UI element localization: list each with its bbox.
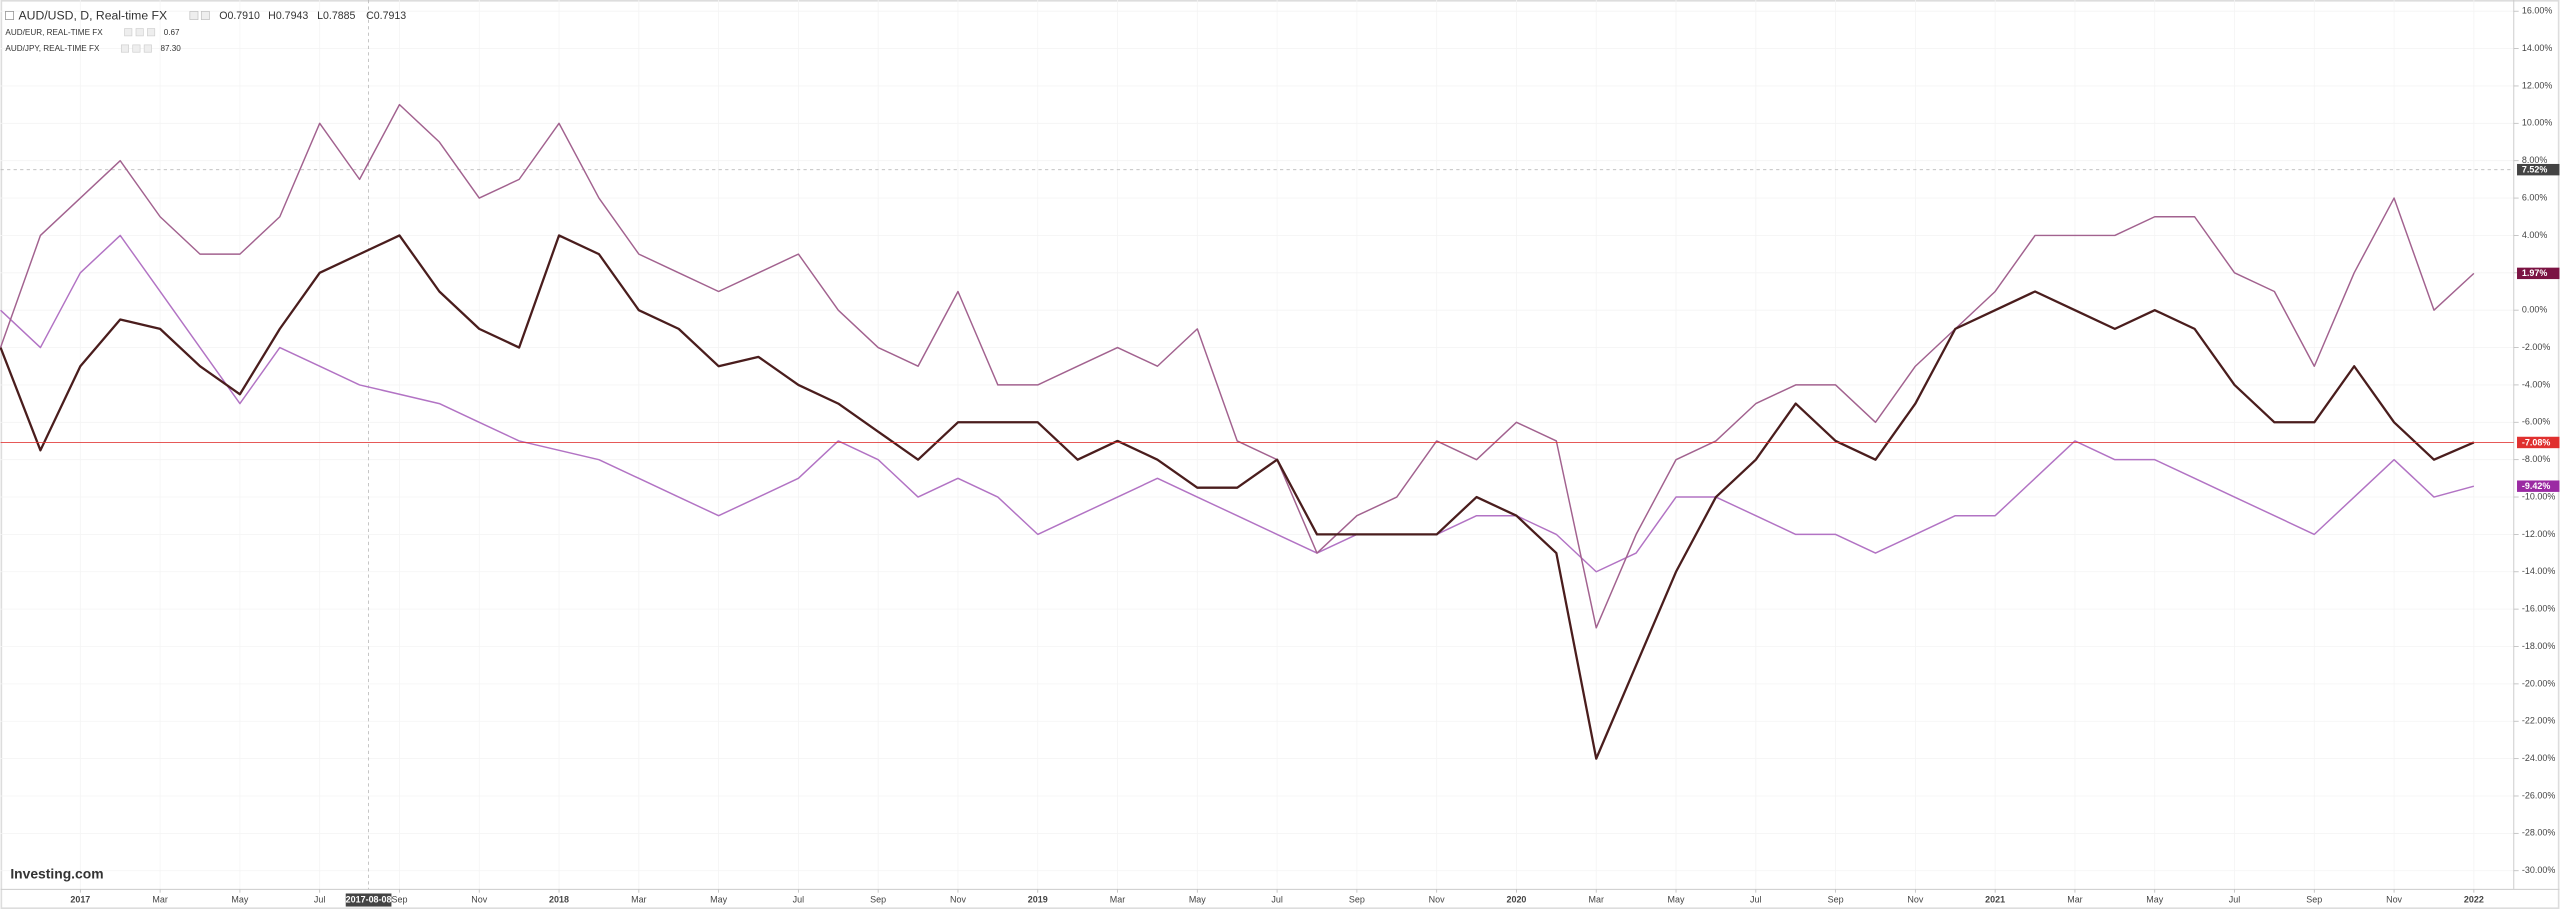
x-tick-label: Sep <box>1828 894 1844 904</box>
last-value-badge <box>2517 267 2560 280</box>
series-icon[interactable] <box>143 44 152 53</box>
x-tick-label: Jul <box>1271 894 1282 904</box>
x-tick-label: May <box>1668 894 1685 904</box>
series-icon[interactable] <box>147 28 156 37</box>
x-tick-label: Nov <box>950 894 966 904</box>
x-tick-label: Jul <box>793 894 804 904</box>
last-value-label: -7.08% <box>2522 437 2550 447</box>
x-tick-label: Mar <box>1110 894 1125 904</box>
y-tick-label: -4.00% <box>2522 379 2550 389</box>
x-tick-label: Nov <box>2386 894 2402 904</box>
y-tick-label: -14.00% <box>2522 566 2555 576</box>
crosshair-y-badge <box>2517 163 2560 176</box>
y-tick-label: -22.00% <box>2522 716 2555 726</box>
y-tick-label: 0.00% <box>2522 305 2547 315</box>
legend-series: AUD/EUR, REAL-TIME FX <box>5 28 103 37</box>
watermark: Investing.com <box>10 865 103 881</box>
series-icon[interactable] <box>124 28 133 37</box>
y-tick-label: 14.00% <box>2522 43 2552 53</box>
x-tick-label: 2017 <box>70 894 90 904</box>
ohlc-low: L0.7885 <box>317 10 355 22</box>
y-tick-label: -28.00% <box>2522 828 2555 838</box>
legend-value: 0.67 <box>164 28 180 37</box>
x-tick-label: Mar <box>1589 894 1604 904</box>
crosshair-x-label: 2017-08-08 <box>346 895 392 905</box>
last-value-label: 1.97% <box>2522 268 2547 278</box>
close-icon[interactable] <box>200 11 210 20</box>
y-tick-label: 6.00% <box>2522 192 2547 202</box>
crosshair-y-label: 7.52% <box>2522 165 2547 175</box>
x-tick-label: 2022 <box>2464 894 2484 904</box>
x-tick-label: 2021 <box>1985 894 2005 904</box>
y-tick-label: 8.00% <box>2522 155 2547 165</box>
x-tick-label: May <box>1189 894 1206 904</box>
y-tick-label: -26.00% <box>2522 790 2555 800</box>
collapse-icon[interactable] <box>5 11 15 20</box>
y-tick-label: -16.00% <box>2522 604 2555 614</box>
x-tick-label: Jul <box>1750 894 1761 904</box>
x-tick-label: 2018 <box>549 894 569 904</box>
x-tick-label: May <box>231 894 248 904</box>
x-tick-label: Sep <box>870 894 886 904</box>
x-tick-label: Nov <box>1907 894 1923 904</box>
crosshair-x-badge <box>345 893 392 907</box>
legend-title: AUD/USD, D, Real-time FX <box>18 9 167 23</box>
y-tick-label: -12.00% <box>2522 529 2555 539</box>
x-tick-label: Mar <box>2067 894 2082 904</box>
y-tick-label: -2.00% <box>2522 342 2550 352</box>
y-tick-label: 4.00% <box>2522 230 2547 240</box>
y-tick-label: -20.00% <box>2522 678 2555 688</box>
y-tick-label: -18.00% <box>2522 641 2555 651</box>
x-tick-label: Sep <box>391 894 407 904</box>
series-icon[interactable] <box>120 44 129 53</box>
last-value-label: -9.42% <box>2522 481 2550 491</box>
settings-icon[interactable] <box>189 11 199 20</box>
series-line <box>0 234 2475 573</box>
y-tick-label: -10.00% <box>2522 491 2555 501</box>
y-tick-label: 12.00% <box>2522 80 2552 90</box>
x-tick-label: Mar <box>152 894 167 904</box>
ohlc-close: C0.7913 <box>366 10 406 22</box>
grid <box>0 0 2514 890</box>
x-tick-label: Jul <box>314 894 325 904</box>
y-tick-label: -24.00% <box>2522 753 2555 763</box>
x-tick-label: Sep <box>2306 894 2322 904</box>
x-tick-label: May <box>2146 894 2163 904</box>
legend-series: AUD/JPY, REAL-TIME FX <box>5 44 100 53</box>
x-tick-label: Nov <box>1429 894 1445 904</box>
x-tick-label: 2020 <box>1506 894 1526 904</box>
x-tick-label: Mar <box>631 894 646 904</box>
y-tick-label: -6.00% <box>2522 417 2550 427</box>
x-tick-label: Nov <box>471 894 487 904</box>
series-line <box>0 103 2475 629</box>
x-tick-label: May <box>710 894 727 904</box>
y-tick-label: -30.00% <box>2522 865 2555 875</box>
y-tick-label: 16.00% <box>2522 6 2552 16</box>
x-tick-label: 2019 <box>1028 894 1048 904</box>
y-tick-label: 10.00% <box>2522 118 2552 128</box>
last-value-badge <box>2517 436 2560 449</box>
x-tick-label: Sep <box>1349 894 1365 904</box>
ohlc-high: H0.7943 <box>268 10 308 22</box>
legend: AUD/USD, D, Real-time FX O0.7910 H0.7943… <box>5 9 406 53</box>
series-line <box>0 234 2475 760</box>
last-value-badge <box>2517 480 2560 492</box>
series-icon[interactable] <box>135 28 144 37</box>
x-tick-label: Jul <box>2229 894 2240 904</box>
series-icon[interactable] <box>132 44 141 53</box>
legend-value: 87.30 <box>160 44 181 53</box>
ohlc-open: O0.7910 <box>219 10 260 22</box>
y-tick-label: -8.00% <box>2522 454 2550 464</box>
